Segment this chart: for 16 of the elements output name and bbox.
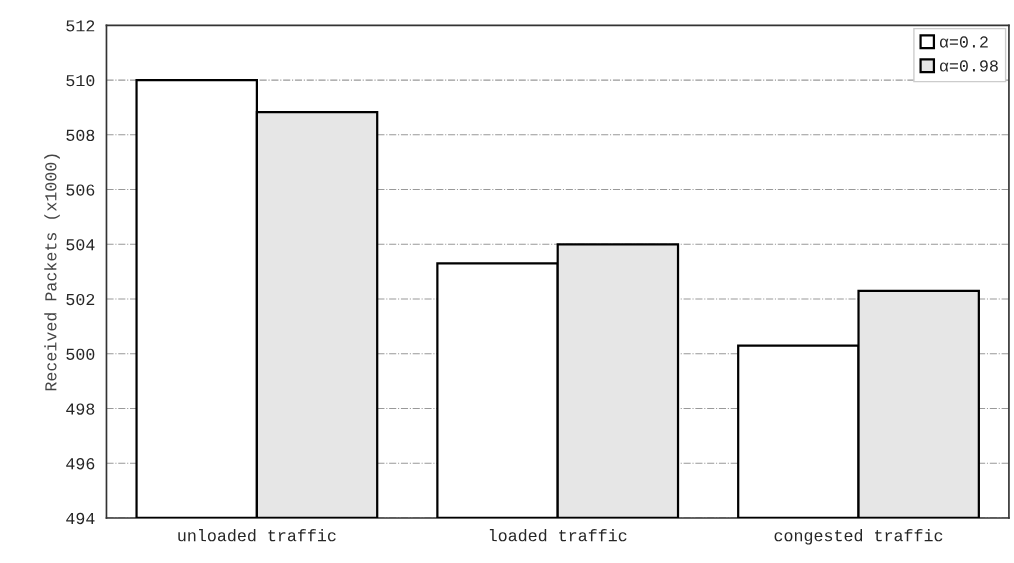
y-tick-label: 500 (66, 348, 95, 360)
y-tick-label: 510 (66, 74, 95, 87)
y-tick-label: 504 (66, 239, 95, 251)
legend-label: α=0.2 (939, 36, 988, 48)
y-tick-label: 512 (66, 20, 95, 32)
y-tick-label: 502 (66, 293, 95, 306)
y-tick-label: 506 (66, 184, 95, 196)
y-tick-label: 498 (66, 403, 95, 415)
y-tick-label: 496 (66, 458, 95, 470)
y-axis-title: Received Packets (x1000) (44, 154, 60, 391)
x-tick-label: loaded traffic (489, 529, 627, 542)
x-tick-label: congested traffic (774, 529, 943, 545)
y-tick-label: 494 (66, 512, 95, 525)
x-tick-label: unloaded traffic (178, 529, 336, 542)
legend-label: α=0.98 (939, 60, 998, 72)
y-tick-label: 508 (66, 129, 95, 142)
